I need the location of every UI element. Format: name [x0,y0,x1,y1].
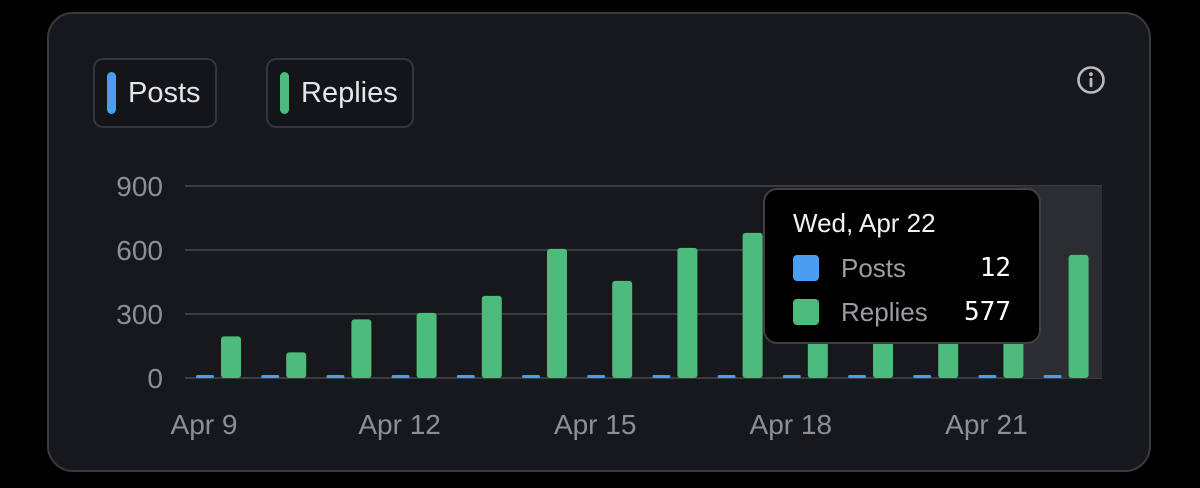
bar-group[interactable] [326,319,372,378]
bar-posts [391,375,410,378]
bar-group[interactable] [261,352,307,378]
bar-replies [481,295,502,378]
bar-posts [522,375,540,378]
bar-posts [717,375,736,378]
chart-tooltip: Wed, Apr 22 Posts 12 Replies 577 [763,188,1041,344]
bar-group[interactable] [391,312,437,378]
bar-posts [848,375,866,378]
bar-group[interactable] [196,336,241,378]
y-tick-label-900: 900 [116,171,163,202]
bar-posts [782,375,801,378]
bar-replies [286,352,307,378]
bar-group[interactable] [522,248,567,378]
y-tick-label-300: 300 [116,299,163,330]
bar-posts [587,375,606,378]
x-tick-label: Apr 9 [171,409,238,440]
x-tick-label: Apr 15 [554,409,637,440]
bar-replies [677,247,698,378]
x-tick-label: Apr 12 [358,409,441,440]
tooltip-replies-swatch [793,299,819,325]
bar-posts [1043,375,1062,378]
bar-replies [416,312,437,378]
bar-replies [612,280,633,378]
tooltip-date: Wed, Apr 22 [793,208,936,238]
legend-replies-label: Replies [301,76,398,109]
bar-posts [978,375,997,378]
bar-posts [652,375,671,378]
legend-replies-swatch [280,72,289,114]
y-tick-label-600: 600 [116,235,163,266]
x-tick-label: Apr 18 [750,409,833,440]
bar-replies [547,248,567,378]
bar-replies [742,232,763,378]
bar-group[interactable] [652,247,698,378]
legend-posts-toggle[interactable]: Posts [93,58,217,128]
tooltip-row-replies: Replies 577 [793,295,1011,329]
bar-group[interactable] [717,232,763,378]
tooltip-replies-label: Replies [841,296,928,327]
tooltip-posts-label: Posts [841,252,907,283]
bar-group[interactable] [587,280,633,378]
bar-replies [1068,254,1089,378]
legend-posts-label: Posts [128,76,201,109]
bar-replies [221,336,241,378]
bar-posts [261,375,280,378]
info-circle-icon[interactable] [1075,64,1107,96]
y-tick-label-0: 0 [147,363,163,394]
tooltip-replies-value: 577 [964,297,1011,327]
bar-posts [196,375,214,378]
legend-replies-toggle[interactable]: Replies [266,58,414,128]
tooltip-row-posts: Posts 12 [793,251,1011,285]
bar-group[interactable] [1043,254,1089,378]
tooltip-posts-swatch [793,255,819,281]
bar-posts [913,375,932,378]
bar-replies [351,319,372,378]
bar-posts [456,375,475,378]
tooltip-posts-value: 12 [979,253,1011,283]
legend-posts-swatch [107,72,116,114]
x-tick-label: Apr 21 [945,409,1028,440]
bar-group[interactable] [456,295,502,378]
bar-posts [326,375,345,378]
